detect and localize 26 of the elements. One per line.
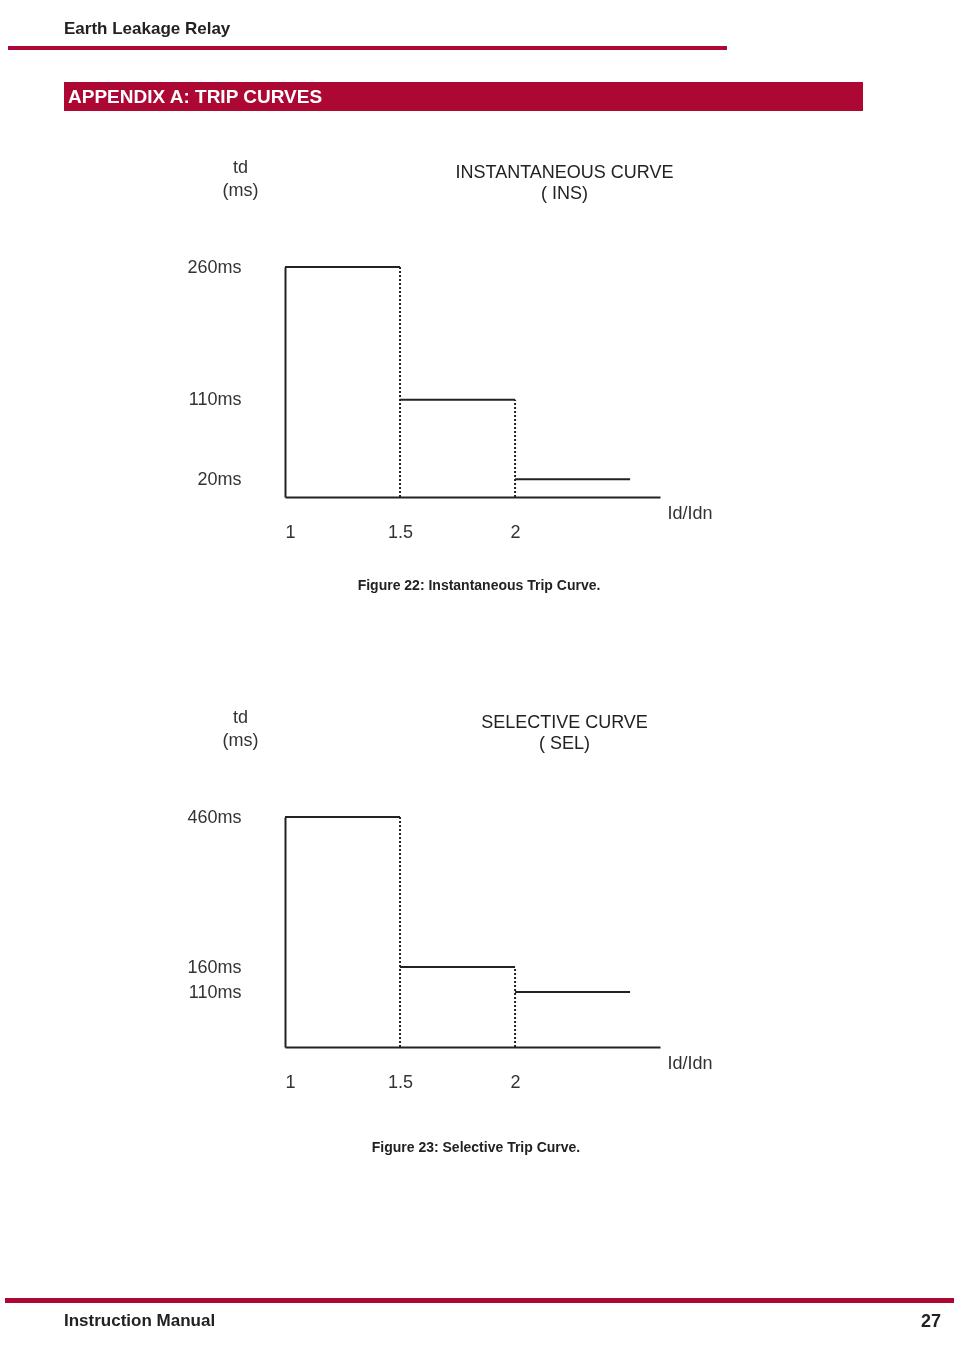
text: Instruction Manual (64, 1311, 216, 1331)
x-tick-label: 2 (510, 1071, 521, 1092)
y-axis-title: td (ms) (222, 706, 259, 750)
chart-subtitle: ( SEL) (538, 733, 591, 753)
x-tick-label: 2 (510, 521, 521, 542)
x-axis-title: Id/Idn (667, 1052, 713, 1073)
x-tick-label: 1.5 (388, 521, 414, 542)
y-tick-label: 260ms (187, 256, 242, 277)
x-tick-label: 1 (285, 521, 296, 542)
text: 27 (920, 1311, 941, 1332)
chart-title: INSTANTANEOUS CURVE (455, 162, 674, 182)
text: APPENDIX A: TRIP CURVES (64, 82, 863, 111)
chart-subtitle: ( INS) (541, 183, 588, 203)
y-axis-title: td (ms) (222, 156, 259, 200)
x-tick-label: 1.5 (388, 1071, 414, 1092)
x-tick-label: 1 (285, 1071, 296, 1092)
text: Earth Leakage Relay (64, 19, 231, 39)
y-tick-label: 110ms (188, 389, 242, 410)
y-tick-label: 160ms (187, 956, 242, 977)
caption: Figure 23: Selective Trip Curve. (371, 1139, 581, 1155)
caption: Figure 22: Instantaneous Trip Curve. (357, 577, 601, 593)
x-axis-title: Id/Idn (667, 502, 713, 523)
y-tick-label: 460ms (187, 806, 242, 827)
y-tick-label: 20ms (197, 468, 242, 489)
y-tick-label: 110ms (188, 981, 242, 1002)
chart-title: SELECTIVE CURVE (481, 712, 648, 732)
